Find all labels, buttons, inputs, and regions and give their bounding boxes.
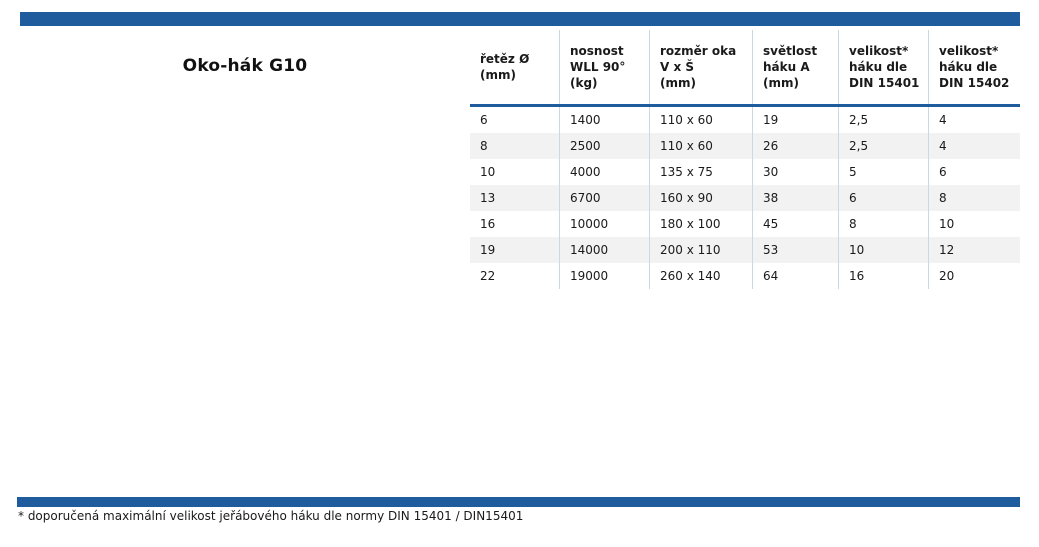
column-header-line: (mm) — [660, 76, 696, 90]
column-header-chain-diameter: řetěz Ø (mm) — [470, 30, 559, 104]
column-header-line: řetěz Ø — [480, 52, 530, 66]
column-header-line: (mm) — [763, 76, 799, 90]
table-cell-hook-clearance: 19 — [752, 107, 838, 133]
table-cell-hook-size-din-15401: 5 — [838, 159, 928, 185]
column-header-line: rozměr oka — [660, 44, 737, 58]
table-row: 16 10000 180 x 100 45 8 10 — [470, 211, 1020, 237]
table-cell-eye-size: 200 x 110 — [649, 237, 752, 263]
table-cell-eye-size: 135 x 75 — [649, 159, 752, 185]
column-header-hook-size-din-15401: velikost* háku dle DIN 15401 — [838, 30, 928, 104]
table-cell-hook-clearance: 53 — [752, 237, 838, 263]
table-cell-chain-diameter: 16 — [480, 217, 496, 231]
table-row: 10 4000 135 x 75 30 5 6 — [470, 159, 1020, 185]
table-cell-wll-90: 2500 — [559, 133, 649, 159]
table-cell-hook-size-din-15401: 2,5 — [838, 133, 928, 159]
table-row: 19 14000 200 x 110 53 10 12 — [470, 237, 1020, 263]
table-cell-eye-size: 110 x 60 — [649, 133, 752, 159]
column-header-line: háku dle — [939, 60, 998, 74]
table-cell-chain-diameter: 13 — [480, 191, 496, 205]
spec-table: řetěz Ø (mm) nosnost WLL 90° (kg) rozměr oka V… — [470, 30, 1020, 289]
table-cell-hook-clearance: 26 — [752, 133, 838, 159]
table-cell-hook-size-din-15401: 10 — [838, 237, 928, 263]
table-row: 13 6700 160 x 90 38 6 8 — [470, 185, 1020, 211]
table-cell-hook-size-din-15402: 4 — [928, 107, 1020, 133]
table-cell-eye-size: 110 x 60 — [649, 107, 752, 133]
table-cell-chain-diameter: 22 — [480, 269, 496, 283]
footnote: * doporučená maximální velikost jeřábové… — [18, 509, 524, 523]
column-header-eye-size: rozměr oka V x Š (mm) — [649, 30, 752, 104]
table-row: 22 19000 260 x 140 64 16 20 — [470, 263, 1020, 289]
table-cell-eye-size: 260 x 140 — [649, 263, 752, 289]
column-header-line: háku dle — [849, 60, 908, 74]
table-row: 6 1400 110 x 60 19 2,5 4 — [470, 107, 1020, 133]
table-cell-hook-size-din-15401: 16 — [838, 263, 928, 289]
table-cell-hook-size-din-15402: 12 — [928, 237, 1020, 263]
table-cell-wll-90: 10000 — [559, 211, 649, 237]
column-header-line: V x Š — [660, 60, 695, 74]
table-cell-wll-90: 4000 — [559, 159, 649, 185]
column-header-line: WLL 90° — [570, 60, 626, 74]
table-cell-hook-clearance: 45 — [752, 211, 838, 237]
table-cell-eye-size: 160 x 90 — [649, 185, 752, 211]
table-cell-hook-size-din-15402: 10 — [928, 211, 1020, 237]
table-cell-hook-size-din-15401: 6 — [838, 185, 928, 211]
table-cell-wll-90: 1400 — [559, 107, 649, 133]
column-header-line: světlost — [763, 44, 818, 58]
table-cell-wll-90: 19000 — [559, 263, 649, 289]
table-cell-hook-clearance: 64 — [752, 263, 838, 289]
table-body: 6 1400 110 x 60 19 2,5 4 8 2500 110 x 60 26 2,5 4 10… — [470, 107, 1020, 289]
top-accent-bar — [20, 12, 1020, 26]
column-header-hook-size-din-15402: velikost* háku dle DIN 15402 — [928, 30, 1020, 104]
column-header-line: (kg) — [570, 76, 598, 90]
column-header-line: (mm) — [480, 68, 516, 82]
table-cell-wll-90: 6700 — [559, 185, 649, 211]
table-cell-hook-size-din-15402: 20 — [928, 263, 1020, 289]
table-cell-chain-diameter: 10 — [480, 165, 496, 179]
table-header-row: řetěz Ø (mm) nosnost WLL 90° (kg) rozměr oka V… — [470, 30, 1020, 107]
table-cell-eye-size: 180 x 100 — [649, 211, 752, 237]
table-cell-wll-90: 14000 — [559, 237, 649, 263]
bottom-accent-bar — [17, 497, 1020, 507]
column-header-line: DIN 15402 — [939, 76, 1010, 90]
table-cell-hook-clearance: 38 — [752, 185, 838, 211]
column-header-line: nosnost — [570, 44, 624, 58]
table-cell-chain-diameter: 8 — [480, 139, 488, 153]
column-header-line: velikost* — [849, 44, 909, 58]
table-cell-hook-clearance: 30 — [752, 159, 838, 185]
table-cell-hook-size-din-15401: 8 — [838, 211, 928, 237]
table-cell-chain-diameter: 6 — [480, 113, 488, 127]
table-cell-hook-size-din-15402: 4 — [928, 133, 1020, 159]
page-title: Oko-hák G10 — [182, 56, 308, 76]
table-cell-hook-size-din-15402: 6 — [928, 159, 1020, 185]
table-cell-chain-diameter: 19 — [480, 243, 496, 257]
column-header-hook-clearance: světlost háku A (mm) — [752, 30, 838, 104]
column-header-line: velikost* — [939, 44, 999, 58]
column-header-line: DIN 15401 — [849, 76, 920, 90]
table-row: 8 2500 110 x 60 26 2,5 4 — [470, 133, 1020, 159]
column-header-wll-90: nosnost WLL 90° (kg) — [559, 30, 649, 104]
table-cell-hook-size-din-15402: 8 — [928, 185, 1020, 211]
table-cell-hook-size-din-15401: 2,5 — [838, 107, 928, 133]
column-header-line: háku A — [763, 60, 810, 74]
